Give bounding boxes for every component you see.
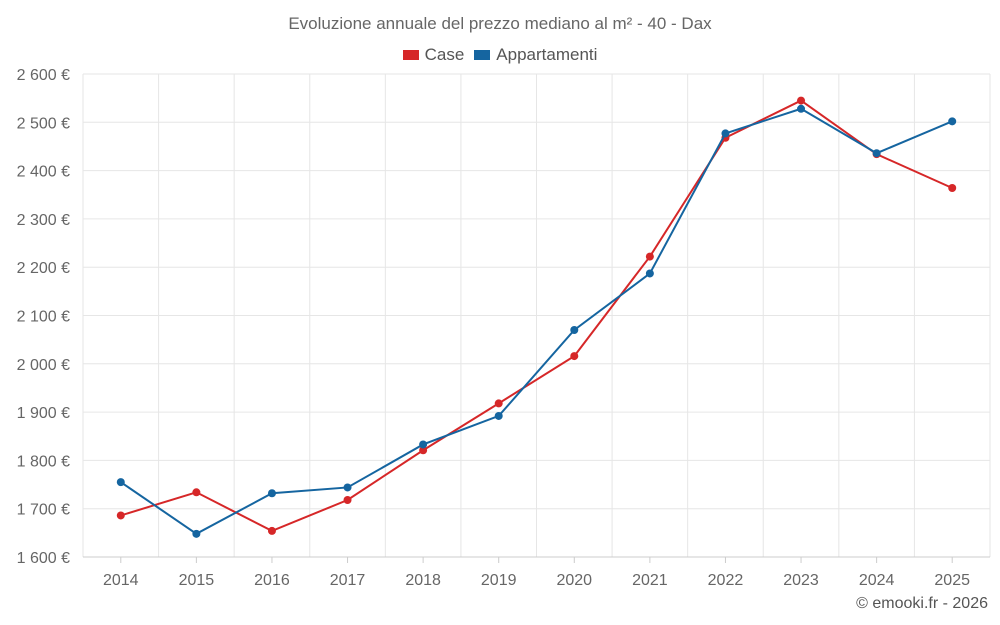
- data-point-appartamenti-2023: [797, 104, 806, 113]
- x-tick-label: 2019: [481, 572, 517, 589]
- data-point-appartamenti-2021: [645, 269, 654, 278]
- data-point-appartamenti-2016: [267, 489, 276, 498]
- series-line-appartamenti: [120, 107, 953, 535]
- legend-item-case[interactable]: Case: [402, 45, 465, 65]
- y-tick-label: 2 300 €: [17, 212, 70, 229]
- x-tick-label: 2020: [556, 572, 592, 589]
- y-tick-label: 2 500 €: [17, 115, 70, 132]
- chart-legend: Case Appartamenti: [0, 45, 1000, 65]
- x-tick-label: 2023: [783, 572, 819, 589]
- x-tick-label: 2015: [179, 572, 215, 589]
- y-tick-label: 2 200 €: [17, 260, 70, 277]
- data-point-case-2025: [948, 183, 957, 192]
- y-tick-label: 2 400 €: [17, 164, 70, 181]
- legend-swatch-case: [402, 50, 419, 60]
- data-point-appartamenti-2019: [494, 411, 503, 420]
- x-tick-label: 2017: [330, 572, 366, 589]
- chart-title: Evoluzione annuale del prezzo mediano al…: [288, 14, 712, 33]
- series-line-case: [120, 99, 953, 533]
- data-point-case-2020: [570, 352, 579, 361]
- data-point-appartamenti-2022: [721, 129, 730, 138]
- x-tick-label: 2016: [254, 572, 290, 589]
- x-tick-label: 2022: [708, 572, 744, 589]
- data-point-case-2018: [419, 446, 428, 455]
- data-point-appartamenti-2024: [872, 149, 881, 158]
- y-tick-label: 1 700 €: [17, 502, 70, 519]
- legend-item-appartamenti[interactable]: Appartamenti: [474, 45, 597, 65]
- data-point-appartamenti-2014: [116, 478, 125, 487]
- y-tick-label: 2 600 €: [17, 67, 70, 84]
- x-tick-label: 2025: [934, 572, 970, 589]
- y-tick-label: 1 800 €: [17, 453, 70, 470]
- data-point-case-2015: [192, 488, 201, 497]
- legend-swatch-appartamenti: [474, 50, 491, 60]
- x-tick-label: 2014: [103, 572, 139, 589]
- data-point-case-2017: [343, 496, 352, 505]
- data-point-case-2019: [494, 399, 503, 408]
- legend-label-appartamenti: Appartamenti: [496, 45, 598, 64]
- data-point-appartamenti-2025: [948, 117, 957, 126]
- credit-text: © emooki.fr - 2026: [856, 595, 988, 612]
- data-point-appartamenti-2017: [343, 483, 352, 492]
- y-tick-label: 1 900 €: [17, 405, 70, 422]
- y-tick-label: 2 100 €: [17, 309, 70, 326]
- x-tick-label: 2021: [632, 572, 668, 589]
- data-point-case-2023: [797, 96, 806, 105]
- y-tick-label: 2 000 €: [17, 357, 70, 374]
- y-tick-label: 1 600 €: [17, 550, 70, 567]
- data-point-case-2021: [645, 252, 654, 261]
- data-point-appartamenti-2020: [570, 325, 579, 334]
- x-tick-label: 2018: [405, 572, 441, 589]
- data-point-appartamenti-2015: [192, 529, 201, 538]
- data-point-case-2014: [116, 511, 125, 520]
- legend-label-case: Case: [424, 45, 465, 64]
- x-tick-label: 2024: [859, 572, 895, 589]
- data-point-case-2016: [267, 526, 276, 535]
- data-point-appartamenti-2018: [419, 440, 428, 449]
